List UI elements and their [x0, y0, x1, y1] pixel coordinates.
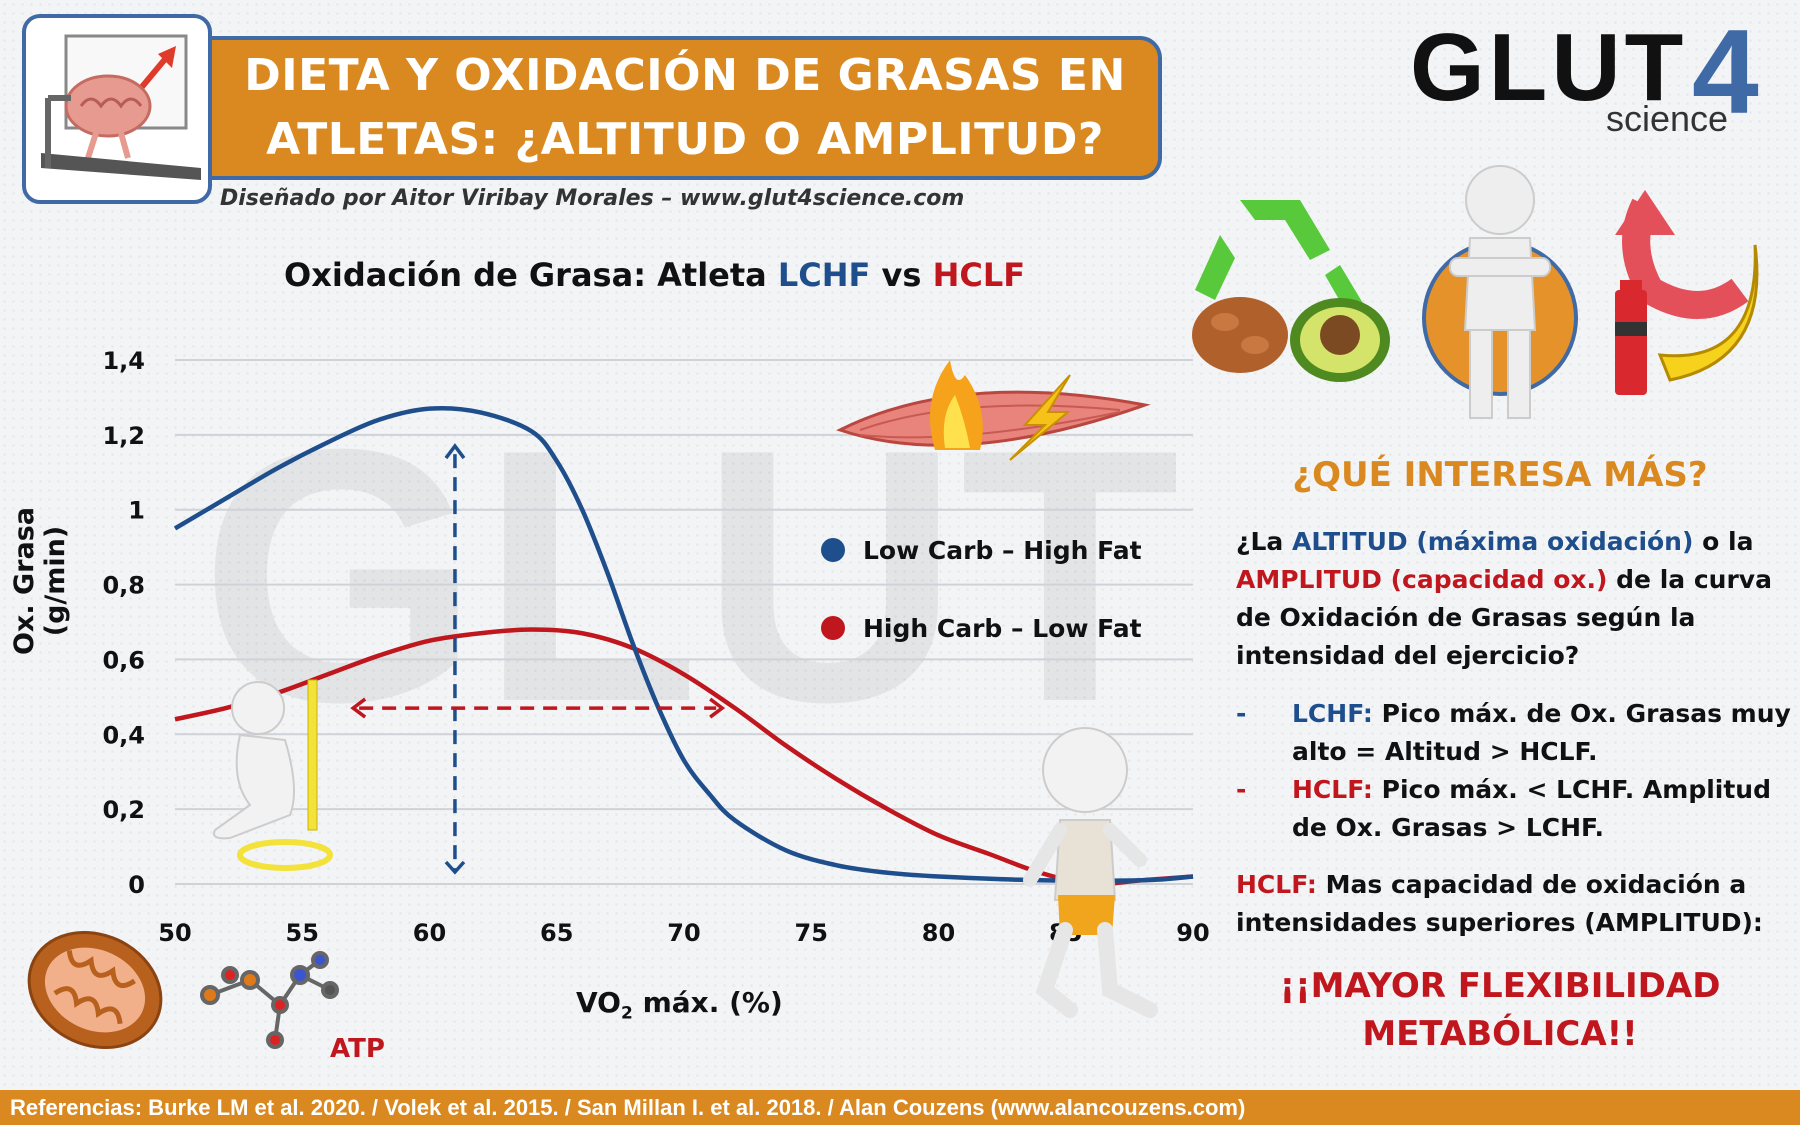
- grid-lines: [175, 359, 1193, 885]
- bullet-dash: -: [1236, 699, 1247, 728]
- legend-swatch: [821, 538, 845, 562]
- title-line-2: ATLETAS: ¿ALTITUD O AMPLITUD?: [266, 114, 1104, 165]
- x-tick-label: 55: [286, 919, 319, 947]
- brand-main: GLUT: [1410, 14, 1688, 121]
- runner-icon: [1023, 727, 1158, 1018]
- bullet-dash: -: [1236, 775, 1247, 804]
- x-axis-label-main: VO: [576, 986, 621, 1019]
- conclusion-line-2: METABÓLICA!!: [1362, 1014, 1638, 1054]
- bullet-hclf: - HCLF: Pico máx. < LCHF. Amplitud de Ox…: [1236, 771, 1776, 851]
- x-tick-label: 60: [413, 919, 446, 947]
- y-tick-label: 1,2: [102, 422, 145, 450]
- q-altitud: ALTITUD (máxima oxidación): [1292, 527, 1694, 556]
- chart-title-prefix: Oxidación de Grasa: Atleta: [284, 256, 778, 294]
- energy-gel-banana-icon: [1615, 190, 1759, 395]
- question-text: ¿La ALTITUD (máxima oxidación) o la AMPL…: [1236, 523, 1776, 675]
- x-axis-ticks: 505560657075808590: [158, 919, 1209, 947]
- chart-title-lchf: LCHF: [777, 256, 871, 294]
- bullet-text: HCLF: Pico máx. < LCHF. Amplitud de Ox. …: [1292, 771, 1792, 847]
- bullet-hclf-text: Pico máx. < LCHF. Amplitud de Ox. Grasas…: [1292, 775, 1771, 842]
- atp-label: ATP: [330, 1034, 385, 1064]
- brand-logo: GLUT 4 science: [1410, 12, 1790, 140]
- references-footer: Referencias: Burke LM et al. 2020. / Vol…: [0, 1090, 1800, 1125]
- chart-title: Oxidación de Grasa: Atleta LCHF vs HCLF: [284, 256, 1025, 294]
- y-tick-label: 1: [128, 497, 145, 525]
- bullet-lchf-text: Pico máx. de Ox. Grasas muy alto = Altit…: [1292, 699, 1791, 766]
- legend: Low Carb – High Fat High Carb – Low Fat: [821, 536, 1142, 643]
- brand-sub: science: [1606, 98, 1729, 139]
- series-line-lchf: [173, 405, 1194, 883]
- question-title: ¿QUÉ INTERESA MÁS?: [1292, 455, 1708, 495]
- chart-title-hclf: HCLF: [932, 256, 1026, 294]
- q-part-1: ¿La: [1236, 527, 1293, 556]
- brand-number: 4: [1692, 5, 1759, 139]
- bullet-text: LCHF: Pico máx. de Ox. Grasas muy alto =…: [1292, 695, 1792, 771]
- legend-label: Low Carb – High Fat: [863, 536, 1142, 565]
- series-lines: [173, 405, 1194, 887]
- chart-title-vs: vs: [870, 256, 933, 294]
- credit-text: Diseñado por Aitor Viribay Morales – www…: [220, 186, 965, 211]
- amplitude-arrow-head-right: [709, 697, 726, 719]
- y-axis-label: Ox. Grasa (g/min): [9, 507, 71, 656]
- annotation-arrows: [350, 443, 726, 875]
- summary-body: Mas capacidad de oxidación a intensidade…: [1236, 870, 1763, 937]
- y-tick-label: 0,6: [102, 646, 145, 674]
- y-tick-label: 0,4: [102, 721, 145, 749]
- legend-swatch: [821, 616, 845, 640]
- x-tick-label: 80: [922, 919, 955, 947]
- x-tick-label: 90: [1176, 919, 1209, 947]
- summary-text: HCLF: Mas capacidad de oxidación a inten…: [1236, 866, 1796, 942]
- muscle-fire-icon: [836, 360, 1151, 461]
- x-tick-label: 65: [540, 919, 573, 947]
- title-banner: DIETA Y OXIDACIÓN DE GRASAS EN ATLETAS: …: [212, 36, 1162, 180]
- legend-label: High Carb – Low Fat: [863, 614, 1142, 643]
- y-axis-ticks: 0 0,2 0,4 0,6 0,8 1 1,2 1,4: [102, 347, 145, 899]
- y-tick-label: 0,8: [102, 572, 145, 600]
- conclusion: ¡¡MAYOR FLEXIBILIDAD METABÓLICA!!: [1250, 962, 1750, 1058]
- glut-watermark: GLUT: [200, 375, 1180, 777]
- recycle-nuts-avocado-icon: [1192, 200, 1390, 382]
- q-part-2: o la: [1693, 527, 1754, 556]
- q-part-3: de la curva de Oxidación de Grasas según…: [1236, 565, 1772, 670]
- amplitude-arrow-head-left: [350, 697, 367, 719]
- bullet-hclf-label: HCLF:: [1292, 775, 1373, 804]
- y-tick-label: 0,2: [102, 796, 145, 824]
- mitochondria-icon: [27, 930, 163, 1050]
- standing-person-icon: [1422, 165, 1578, 419]
- y-tick-label: 1,4: [102, 347, 145, 375]
- bullet-lchf: - LCHF: Pico máx. de Ox. Grasas muy alto…: [1236, 695, 1791, 775]
- brain-treadmill-icon: [41, 34, 201, 180]
- svg-text:GLUT: GLUT: [200, 375, 1180, 777]
- atp-molecule-icon: [200, 951, 339, 1049]
- conclusion-line-1: ¡¡MAYOR FLEXIBILIDAD: [1279, 966, 1721, 1006]
- summary-label: HCLF:: [1236, 870, 1317, 899]
- x-axis-label: VO2 máx. (%): [576, 986, 783, 1024]
- bullet-lchf-label: LCHF:: [1292, 699, 1373, 728]
- x-axis-label-sub: 2: [620, 1003, 633, 1024]
- x-axis-label-rest: máx. (%): [632, 986, 783, 1019]
- altitude-arrow-head-bottom: [444, 860, 466, 875]
- y-tick-label: 0: [128, 871, 145, 899]
- altitude-arrow-head-top: [444, 443, 466, 460]
- series-line-hclf: [174, 627, 1194, 887]
- x-tick-label: 75: [795, 919, 828, 947]
- title-line-1: DIETA Y OXIDACIÓN DE GRASAS EN: [244, 50, 1126, 101]
- x-tick-label: 50: [158, 919, 191, 947]
- x-tick-label: 70: [667, 919, 700, 947]
- person-measuring-icon: [213, 679, 333, 871]
- q-amplitud: AMPLITUD (capacidad ox.): [1236, 565, 1608, 594]
- header-image-brain-treadmill: [22, 14, 212, 204]
